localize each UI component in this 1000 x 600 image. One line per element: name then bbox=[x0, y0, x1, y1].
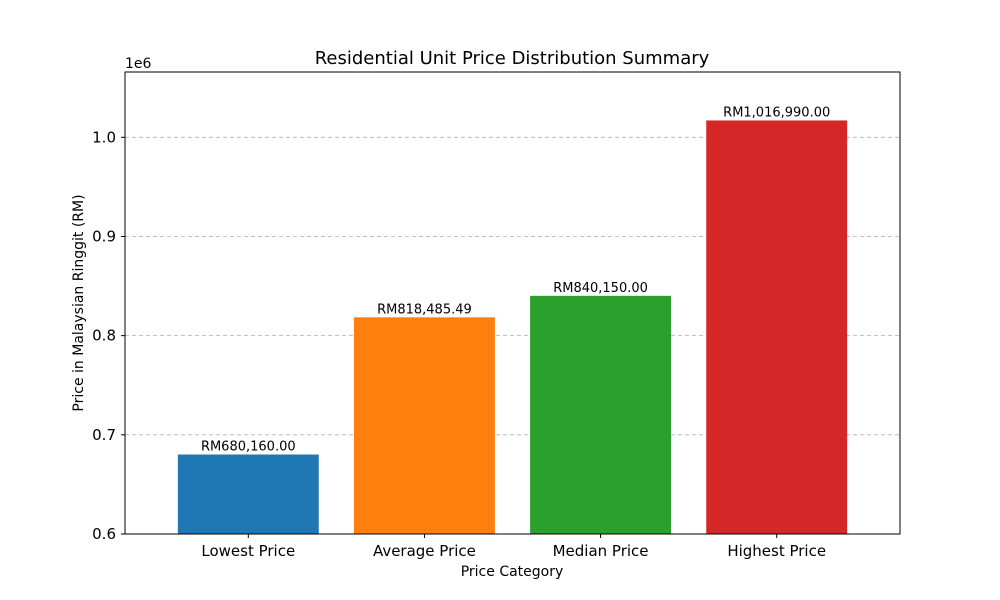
bar bbox=[706, 120, 848, 534]
y-axis-label: Price in Malaysian Ringgit (RM) bbox=[71, 194, 87, 411]
bar-value-label: RM840,150.00 bbox=[553, 281, 648, 296]
y-tick-label: 0.6 bbox=[92, 525, 116, 543]
y-tick-label: 0.7 bbox=[92, 426, 116, 444]
bar-value-label: RM818,485.49 bbox=[377, 302, 472, 317]
bar-value-label: RM1,016,990.00 bbox=[723, 105, 830, 120]
x-tick-label: Lowest Price bbox=[201, 542, 295, 560]
bar-value-label: RM680,160.00 bbox=[201, 440, 296, 455]
x-axis-label: Price Category bbox=[461, 564, 564, 580]
x-tick-label: Average Price bbox=[373, 542, 476, 560]
y-axis-ticks: 0.6 0.7 0.8 0.9 1.0 bbox=[92, 128, 125, 543]
y-tick-label: 1.0 bbox=[92, 128, 116, 146]
y-offset-label: 1e6 bbox=[125, 56, 152, 72]
bars bbox=[177, 120, 848, 534]
plot-frame bbox=[124, 71, 901, 535]
bar bbox=[177, 454, 319, 534]
bar bbox=[530, 295, 672, 534]
x-tick-label: Median Price bbox=[553, 542, 649, 560]
chart-title: Residential Unit Price Distribution Summ… bbox=[315, 48, 710, 69]
x-axis-ticks: Lowest Price Average Price Median Price Hig… bbox=[201, 534, 826, 560]
x-tick-label: Highest Price bbox=[727, 542, 826, 560]
bar bbox=[353, 317, 495, 534]
y-tick-label: 0.8 bbox=[92, 327, 116, 345]
y-tick-label: 0.9 bbox=[92, 227, 116, 245]
data-labels: RM680,160.00 RM818,485.49 RM840,150.00 RM1,… bbox=[201, 105, 830, 454]
